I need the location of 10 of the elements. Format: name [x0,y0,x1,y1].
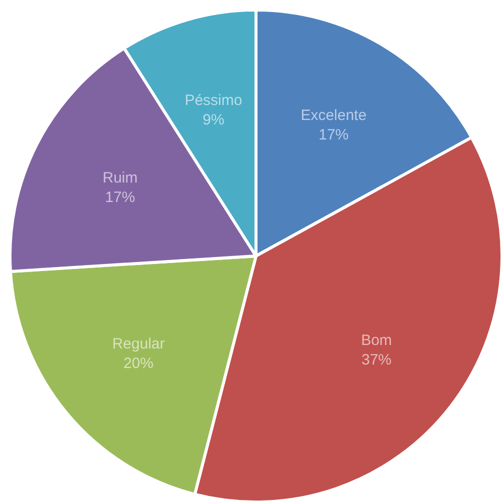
data-label: 20% [123,355,154,372]
data-label: 9% [202,112,224,129]
data-label: 37% [362,351,392,368]
slice-label: Péssimo [184,92,242,110]
slice-label: Excelente [300,107,367,124]
slice-label: Ruim [102,169,138,186]
slice-label: Bom [361,332,392,349]
data-label: 17% [105,188,136,206]
data-label: 17% [318,126,349,144]
slice-label: Regular [112,336,165,353]
